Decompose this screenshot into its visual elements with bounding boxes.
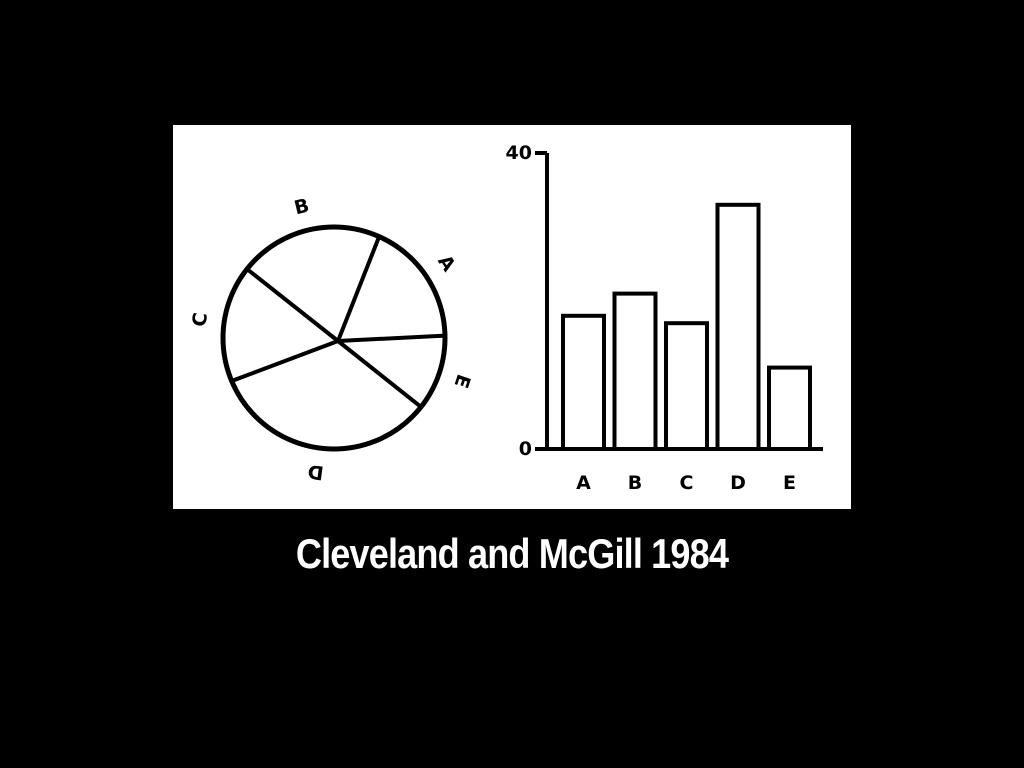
x-tick-label-b: B bbox=[628, 472, 642, 494]
figure-panel: A E D C B 0 40 A B C D E bbox=[173, 125, 851, 509]
y-tick-label: 0 bbox=[519, 438, 532, 460]
pie-label-d: D bbox=[306, 460, 325, 484]
bar-e bbox=[767, 365, 812, 452]
pie-slice-boundary bbox=[245, 267, 340, 343]
x-tick-label-d: D bbox=[730, 472, 746, 494]
pie-slice-boundary bbox=[336, 333, 447, 343]
figure-svg: A E D C B 0 40 A B C D E bbox=[188, 142, 823, 494]
pie-outline bbox=[220, 224, 448, 452]
bar-d bbox=[715, 202, 761, 451]
x-tick-label-a: A bbox=[576, 472, 591, 494]
bar-chart: 0 40 A B C D E bbox=[506, 142, 823, 494]
pie-label-b: B bbox=[292, 194, 311, 219]
pie-label-a: A bbox=[433, 251, 460, 276]
pie-slice-boundary bbox=[229, 339, 340, 384]
slide-caption: Cleveland and McGill 1984 bbox=[295, 530, 729, 577]
pie-chart: A E D C B bbox=[188, 194, 474, 483]
pie-slice-boundary bbox=[336, 234, 382, 343]
bar-b bbox=[612, 291, 658, 451]
x-tick-label-e: E bbox=[783, 472, 796, 494]
pie-label-e: E bbox=[449, 371, 474, 390]
x-tick-label-c: C bbox=[680, 472, 694, 494]
bar-a bbox=[561, 313, 606, 451]
bar-c bbox=[664, 321, 709, 451]
pie-label-c: C bbox=[188, 311, 212, 328]
pie-slice-boundary bbox=[336, 339, 423, 409]
y-tick-label: 40 bbox=[506, 142, 532, 164]
